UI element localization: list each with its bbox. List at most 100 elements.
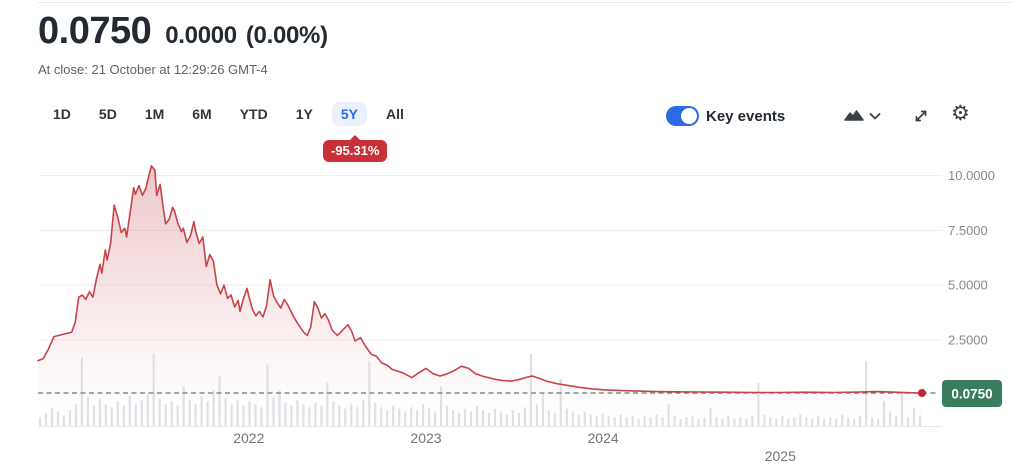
badge-caret-up (350, 135, 361, 140)
volume-bar (308, 407, 311, 426)
key-events-label: Key events (706, 108, 786, 125)
volume-bar (416, 410, 419, 426)
volume-bar (763, 414, 766, 426)
chart-type-button[interactable] (842, 106, 883, 127)
volume-bar (74, 404, 77, 426)
x-tick-label: 2022 (233, 430, 264, 446)
volume-bar (122, 405, 125, 426)
volume-bar (434, 411, 437, 426)
at-close-text: At close: 21 October at 12:29:26 GMT-4 (38, 62, 268, 77)
volume-bar (170, 401, 173, 426)
volume-bar (859, 415, 862, 426)
volume-bar (661, 417, 664, 426)
volume-bar (242, 405, 245, 426)
volume-bar (278, 390, 281, 426)
volume-bar (140, 400, 143, 426)
x-tick-label: 2024 (588, 430, 619, 446)
volume-bar (853, 418, 856, 426)
volume-bar (320, 405, 323, 426)
quote-header: 0.0750 0.0000 (0.00%) (38, 10, 328, 54)
close-price-path (37, 165, 923, 394)
volume-bar (248, 401, 251, 426)
key-events-toggle[interactable] (666, 106, 699, 126)
volume-bar (368, 361, 371, 426)
y-tick-label: 2.5000 (948, 332, 988, 347)
volume-bar (194, 404, 197, 426)
volume-bar (721, 418, 724, 426)
volume-bar (68, 410, 71, 426)
volume-bar (679, 418, 682, 426)
gear-icon: ⚙ (951, 102, 970, 125)
range-tab-1y[interactable]: 1Y (295, 106, 313, 122)
current-price-badge-label: 0.0750 (951, 387, 992, 402)
volume-bar (595, 415, 598, 426)
volume-bar (260, 407, 263, 426)
x-tick-label: 2025 (765, 448, 796, 464)
volume-bar (38, 417, 42, 426)
volume-bar (410, 407, 413, 426)
volume-bar (284, 403, 287, 426)
price-change-percent: (0.00%) (245, 22, 328, 49)
volume-bar (805, 417, 808, 426)
volume-bar (565, 408, 568, 426)
volume-bar (446, 405, 449, 426)
volume-bar (667, 404, 670, 426)
volume-bar (344, 408, 347, 426)
volume-bar (751, 415, 754, 426)
price-change-group: 0.0000 (0.00%) (165, 22, 328, 50)
volume-bar (625, 417, 628, 426)
range-tab-5d[interactable]: 5D (98, 106, 117, 122)
expand-icon (912, 107, 930, 128)
volume-bar (817, 415, 820, 426)
volume-bar (889, 411, 892, 426)
range-tab-ytd[interactable]: YTD (239, 106, 268, 122)
volume-bar (613, 417, 616, 426)
volume-bar (469, 411, 473, 426)
toggle-knob (681, 108, 697, 124)
range-tab-6m[interactable]: 6M (192, 106, 212, 122)
range-tab-all[interactable]: All (385, 106, 404, 122)
volume-bar (918, 415, 922, 426)
volume-bar (440, 386, 443, 426)
volume-bar (487, 413, 491, 426)
volume-bar (787, 418, 790, 426)
volume-bar (230, 404, 233, 426)
y-tick-label: 10.0000 (948, 168, 995, 183)
area-chart-icon (844, 108, 864, 125)
volume-bar (691, 415, 694, 426)
volume-bar (775, 418, 778, 426)
volume-bar (553, 413, 556, 426)
volume-bar (781, 415, 784, 426)
volume-bar (164, 404, 167, 426)
volume-bar (709, 408, 712, 426)
volume-bar (559, 379, 562, 426)
volume-bar (146, 394, 149, 426)
y-tick-label: 5.0000 (948, 278, 988, 293)
volume-bar (266, 364, 269, 426)
range-tab-1m[interactable]: 1M (144, 106, 165, 122)
range-tab-5y[interactable]: 5Y (331, 102, 367, 126)
volume-bar (44, 413, 48, 426)
five-year-change-badge: -95.31% (323, 135, 388, 163)
volume-bar (571, 411, 574, 426)
volume-bar (475, 405, 479, 426)
settings-button[interactable]: ⚙ (949, 101, 972, 126)
volume-bar (212, 390, 215, 426)
volume-bar (326, 382, 329, 426)
range-tab-1d[interactable]: 1D (53, 106, 71, 122)
volume-bar (392, 405, 395, 426)
volume-bar (80, 357, 83, 426)
volume-bar (793, 417, 796, 426)
volume-bar (841, 414, 844, 426)
volume-bar (643, 415, 646, 426)
volume-bar (547, 410, 550, 426)
volume-bar (158, 398, 161, 426)
volume-bar (900, 393, 904, 426)
volume-bar (134, 404, 137, 426)
volume-bar (823, 418, 826, 426)
volume-bar (697, 418, 700, 426)
volume-bar (799, 414, 802, 426)
fullscreen-button[interactable] (910, 105, 932, 130)
